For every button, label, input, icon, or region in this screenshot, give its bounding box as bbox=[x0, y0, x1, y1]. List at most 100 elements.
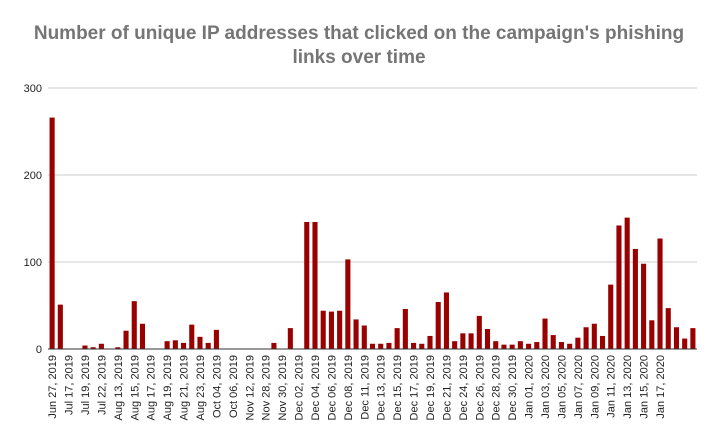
bar bbox=[90, 347, 96, 349]
x-tick-label: Dec 26, 2019 bbox=[474, 355, 486, 420]
bar bbox=[509, 344, 515, 349]
bar bbox=[468, 333, 474, 349]
x-tick-label: Dec 17, 2019 bbox=[409, 355, 421, 420]
bar bbox=[402, 308, 408, 349]
bar bbox=[690, 328, 696, 349]
bar bbox=[353, 319, 359, 349]
bar bbox=[205, 342, 211, 349]
bar bbox=[649, 320, 655, 349]
x-tick-label: Jul 19, 2019 bbox=[80, 355, 92, 415]
y-axis-ticks: 0 100 200 300 bbox=[24, 83, 42, 356]
bar bbox=[197, 336, 203, 349]
chart-title: Number of unique IP addresses that click… bbox=[0, 22, 718, 70]
bar bbox=[82, 345, 88, 349]
bar bbox=[567, 343, 573, 349]
x-tick-label: Dec 06, 2019 bbox=[326, 355, 338, 420]
x-tick-label: Nov 12, 2019 bbox=[244, 355, 256, 420]
bar bbox=[501, 344, 507, 349]
bar bbox=[493, 341, 499, 349]
bar bbox=[484, 328, 491, 349]
bar bbox=[460, 333, 466, 349]
x-tick-label: Aug 21, 2019 bbox=[179, 355, 191, 420]
bar bbox=[427, 335, 433, 349]
x-tick-label: Dec 02, 2019 bbox=[294, 355, 306, 420]
x-tick-label: Jun 27, 2019 bbox=[47, 355, 59, 419]
bar bbox=[361, 325, 367, 349]
x-tick-label: Aug 15, 2019 bbox=[129, 355, 141, 420]
bar bbox=[181, 342, 187, 349]
bar bbox=[665, 308, 671, 349]
bar bbox=[304, 221, 310, 349]
bar bbox=[435, 302, 441, 349]
bar bbox=[139, 323, 146, 349]
chart-title-line-2: links over time bbox=[292, 47, 426, 68]
bar bbox=[641, 263, 647, 349]
x-tick-label: Jul 17, 2019 bbox=[64, 355, 76, 415]
bar bbox=[172, 340, 178, 349]
bar bbox=[369, 343, 376, 349]
bar bbox=[312, 221, 318, 349]
x-tick-label: Jan 13, 2020 bbox=[622, 355, 634, 419]
bar bbox=[345, 259, 351, 349]
x-tick-label: Jan 03, 2020 bbox=[540, 355, 552, 419]
y-tick-label: 0 bbox=[36, 344, 42, 356]
bar bbox=[287, 328, 293, 349]
bar bbox=[632, 248, 638, 349]
bar bbox=[123, 330, 129, 349]
bar bbox=[320, 310, 326, 349]
bar bbox=[378, 343, 384, 349]
bar bbox=[526, 343, 532, 349]
x-tick-label: Jan 01, 2020 bbox=[524, 355, 536, 419]
y-tick-label: 300 bbox=[24, 83, 42, 95]
x-tick-label: Oct 04, 2019 bbox=[211, 355, 223, 418]
bar bbox=[682, 338, 688, 349]
x-tick-label: Dec 30, 2019 bbox=[507, 355, 519, 420]
x-tick-label: Jan 05, 2020 bbox=[556, 355, 568, 419]
bar bbox=[534, 342, 540, 349]
bar bbox=[328, 311, 334, 349]
bar bbox=[542, 318, 548, 349]
x-tick-label: Dec 28, 2019 bbox=[491, 355, 503, 420]
bar bbox=[624, 217, 630, 349]
x-tick-label: Dec 04, 2019 bbox=[310, 355, 322, 420]
x-tick-label: Dec 13, 2019 bbox=[376, 355, 388, 420]
bar bbox=[164, 341, 170, 349]
y-tick-label: 100 bbox=[24, 257, 42, 269]
bar bbox=[271, 342, 277, 349]
chart-title-line-1: Number of unique IP addresses that click… bbox=[33, 23, 685, 44]
bar bbox=[476, 315, 482, 349]
bar bbox=[583, 327, 589, 349]
x-axis-ticks: Jun 27, 2019 Jul 17, 2019 Jul 19, 2019 Jul … bbox=[47, 355, 667, 420]
bar bbox=[115, 347, 121, 349]
bar bbox=[443, 292, 449, 349]
y-tick-label: 200 bbox=[24, 170, 42, 182]
x-tick-label: Aug 17, 2019 bbox=[146, 355, 158, 420]
x-tick-label: Jul 22, 2019 bbox=[96, 355, 108, 415]
x-tick-label: Nov 28, 2019 bbox=[261, 355, 273, 420]
bar bbox=[673, 327, 680, 349]
x-tick-label: Aug 19, 2019 bbox=[162, 355, 174, 420]
bar bbox=[517, 341, 523, 349]
bar bbox=[394, 328, 400, 349]
x-tick-label: Dec 19, 2019 bbox=[425, 355, 437, 420]
bar bbox=[608, 284, 614, 349]
bar bbox=[98, 343, 104, 349]
x-tick-label: Jan 17, 2020 bbox=[655, 355, 667, 419]
bar bbox=[550, 335, 556, 349]
x-tick-label: Jan 11, 2020 bbox=[606, 355, 618, 418]
x-tick-label: Jan 15, 2020 bbox=[639, 355, 651, 419]
bar bbox=[657, 238, 663, 349]
x-tick-label: Aug 13, 2019 bbox=[113, 355, 125, 420]
bar bbox=[213, 329, 219, 349]
x-tick-label: Dec 11, 2019 bbox=[359, 355, 371, 420]
bar bbox=[189, 324, 195, 349]
x-tick-label: Dec 15, 2019 bbox=[392, 355, 404, 420]
bar bbox=[616, 225, 622, 349]
x-tick-label: Jan 09, 2020 bbox=[589, 355, 601, 419]
bar bbox=[419, 343, 425, 349]
x-tick-label: Dec 24, 2019 bbox=[458, 355, 470, 420]
bar bbox=[558, 342, 564, 349]
bars bbox=[49, 117, 696, 349]
bar bbox=[57, 304, 63, 349]
